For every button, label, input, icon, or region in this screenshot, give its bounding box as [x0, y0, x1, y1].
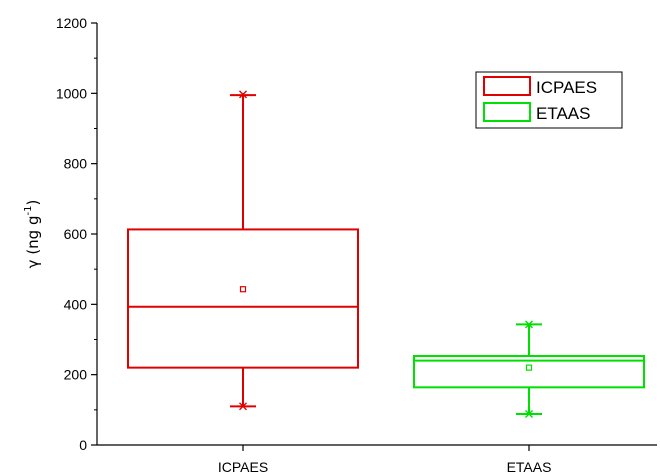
- icpaes-max-marker: [239, 90, 247, 99]
- y-tick-label-800: 800: [64, 156, 88, 172]
- y-tick-label-600: 600: [64, 226, 88, 242]
- y-axis-title-superscript: -1: [23, 206, 34, 216]
- y-axis-title-suffix: ): [24, 200, 42, 206]
- y-tick-label-200: 200: [64, 367, 88, 383]
- y-tick-label-400: 400: [64, 296, 88, 312]
- y-tick-label-1200: 1200: [56, 15, 87, 31]
- etaas-box: [413, 355, 645, 389]
- icpaes-mean-marker: [239, 286, 247, 293]
- etaas-mean-marker: [525, 364, 533, 371]
- y-axis-title: γ (ng g-1): [23, 200, 42, 269]
- y-axis-title-main: γ (ng g: [24, 216, 42, 269]
- etaas-max-marker: [525, 320, 533, 329]
- plot-area: 0 200 400 600 800 1000 1200 ICPAES ETAAS γ (ng g-…: [23, 15, 657, 475]
- x-tick-label-etaas: ETAAS: [507, 459, 552, 475]
- y-tick-label-1000: 1000: [56, 85, 87, 101]
- y-tick-label-0: 0: [79, 437, 87, 453]
- icpaes-box: [127, 228, 359, 369]
- legend-label-icpaes: ICPAES: [536, 78, 597, 97]
- etaas-min-marker: [525, 410, 533, 419]
- legend-swatch-etaas: [483, 102, 531, 122]
- legend-label-etaas: ETAAS: [536, 104, 590, 123]
- x-tick-label-icpaes: ICPAES: [218, 459, 268, 475]
- legend-swatch-icpaes: [483, 76, 531, 96]
- legend-box: [475, 71, 623, 129]
- icpaes-min-marker: [239, 402, 247, 411]
